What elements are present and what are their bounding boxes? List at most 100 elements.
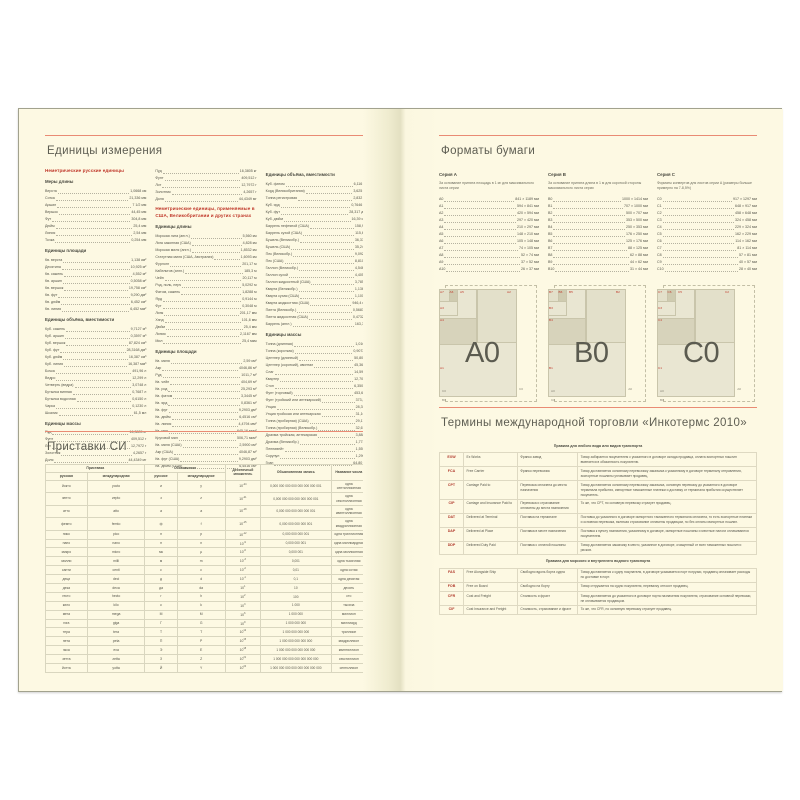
measure-row: Куб. сажень 9,7127 м³ [45, 326, 146, 333]
measure-value: 3,0748 л [132, 382, 147, 387]
measure-name: Кв. линия [155, 421, 172, 426]
paper-format-diagram: C7 C6 C5 C2 C4 C3 C1 A0 B0 A0 C0 [657, 281, 757, 404]
paper-size-value: 1000 × 1414 мм [621, 196, 648, 201]
measure-row: Кварта жидкостная (США) 946,4 мл [266, 300, 367, 307]
measure-value: 12,70 кг [354, 376, 367, 381]
measure-row: Чарка 0,1230 л [45, 403, 146, 410]
incoterms-row: FAS Free Alongside Ship Свободно вдоль бор… [439, 567, 757, 583]
si-prefix-ru: фемто [45, 517, 88, 531]
measure-row: Галлон жидкостный (США) 3,785 л [266, 279, 367, 286]
leader-dots [314, 362, 354, 368]
measure-row: Кв. фатом 3,3445 м² [155, 393, 257, 400]
measure-name: Тонна (пробирная) (США) [265, 418, 309, 423]
measure-name: Кв. миля (США) [155, 442, 182, 447]
measure-value: 453,6 кг [354, 390, 367, 395]
measure-row: Центнер (короткий), квинтал 45,36 кг [266, 362, 367, 369]
label-A5: A5 [460, 289, 464, 294]
incoterms-group-label: Правила для любого вида или видов трансп… [553, 444, 643, 448]
measure-value: 1,296 г [355, 453, 367, 458]
measure-value: 1,6093 км [240, 254, 257, 259]
leader-dots [283, 216, 351, 222]
measure-row: Бушель (Великобр.) 36,37 л [266, 237, 367, 244]
measure-name: Бушель (США) [265, 244, 291, 249]
th-symbol-ru: русское [144, 471, 178, 481]
leader-dots [274, 369, 354, 375]
heading-volume-ru: Единицы объёма, вместимости [45, 316, 115, 322]
paper-size-row: B8 62 × 88 мм [548, 252, 648, 259]
paper-size-name: C6 [657, 238, 662, 243]
leader-dots [173, 393, 240, 399]
measure-value: 25,293 м² [240, 386, 257, 391]
label-B3-inner: B3 [549, 305, 553, 310]
measure-row: Ярд 0,9144 м [155, 296, 257, 303]
th-number: Название числа [330, 464, 368, 481]
book-gutter-shadow [363, 109, 439, 691]
measure-name: Куб. вершок [45, 340, 66, 345]
measure-row: Кв. дюйм 6,4516 см² [155, 414, 257, 421]
paper-size-name: C4 [657, 224, 662, 229]
si-plain: 1 000 000 000 000 000 000 [260, 645, 332, 656]
measure-name: Кв. аршин [45, 278, 62, 283]
measure-name: Фунт [155, 176, 164, 180]
measure-row: Бутылка винная 0,7687 л [45, 389, 146, 396]
leader-dots [66, 326, 130, 332]
measure-value: 9,092 л [354, 251, 367, 256]
measure-row: Кабельтов (англ.) 185,3 м [155, 268, 257, 275]
label-B0-outer: B0 [660, 397, 664, 402]
leader-dots [446, 266, 520, 272]
leader-dots [299, 355, 354, 361]
measure-row: Доля 44,4349 мг [45, 457, 146, 464]
si-factor: 106 [224, 609, 262, 620]
leader-dots [284, 446, 355, 452]
measure-value: 373,2 г [355, 397, 367, 402]
measure-row: Центнер (длинный) 50,80 кг [266, 355, 367, 362]
measure-row: Фунт (тройский или аптекарский) 373,2 г [266, 397, 367, 404]
si-symbol-intl: n [176, 538, 226, 549]
measure-name: Статутная миля (США, Австралия) [155, 254, 214, 259]
measure-value: 158,9 л [354, 223, 367, 228]
si-symbol-ru: з [144, 492, 178, 506]
measure-row: Стон 6,350 кг [266, 383, 367, 390]
label-A0-outer: A0 [660, 388, 664, 393]
measure-value: 201,17 мм [239, 310, 257, 315]
measure-name: Куб. сажень [45, 326, 66, 331]
measure-row: Баррель сухой (США) 115,6 л [266, 230, 367, 237]
paper-series-name: Серия А [439, 172, 457, 177]
paper-size-name: B8 [548, 252, 553, 257]
measure-value: 4,828 км [242, 240, 257, 245]
leader-dots [171, 189, 243, 195]
measure-row: Хэнд 101,6 мм [155, 317, 257, 324]
leader-dots [553, 259, 629, 265]
measure-value: 87,824 см³ [128, 340, 147, 345]
paper-series-note: За основание принята площадь в 1 м² для … [439, 180, 534, 191]
measure-name: Дюйм [45, 223, 55, 228]
table-si-prefixes: Приставка Обозначение Десятичный множите… [44, 464, 368, 673]
accent-rule [45, 431, 367, 432]
list-volume-imp: Куб. фатом 6,116 м³ Корд (Великобритания) 3… [266, 181, 367, 328]
incoterm-name-ru: Перевозка оплачена до места назначения [516, 480, 579, 500]
leader-dots [300, 293, 354, 299]
measure-value: 9,2903 дм² [238, 456, 257, 461]
measure-value: 645,16 мкм² [237, 428, 257, 435]
si-symbol-ru: М [144, 609, 178, 620]
leader-dots [55, 223, 133, 229]
measure-row: Морская миля (англ.) 1,8532 км [155, 247, 257, 254]
incoterm-name-en: Cost Insurance and Freight [463, 604, 518, 616]
si-plain: 0,000 001 [260, 547, 332, 558]
paper-size-row: C3 324 × 458 мм [657, 217, 757, 224]
measure-name: Галлон сухой [265, 272, 288, 277]
si-number: одна квадриллионная [330, 517, 368, 531]
incoterm-code: CIP [439, 498, 464, 514]
measure-value: 3,888 г [355, 432, 367, 437]
list-mass-ru-cont: Пуд 16,3805 кг Фунт 409,512 г Лот 12,7972 г Зо… [155, 168, 257, 203]
si-factor: 10-1 [224, 574, 262, 584]
measure-row: Род, поль, перч 5,0292 м [155, 282, 257, 289]
paper-size-name: C5 [657, 231, 662, 236]
leader-dots [76, 396, 132, 402]
leader-dots [444, 224, 516, 230]
incoterm-description: Товар доставляется до указанного в догов… [577, 591, 757, 606]
si-plain: 1 000 000 000 000 000 000 000 [260, 654, 332, 665]
leader-dots [168, 428, 236, 434]
incoterm-name-ru: Свободно на борту [516, 581, 579, 593]
measure-name: Кв. фут (США) [155, 456, 180, 461]
